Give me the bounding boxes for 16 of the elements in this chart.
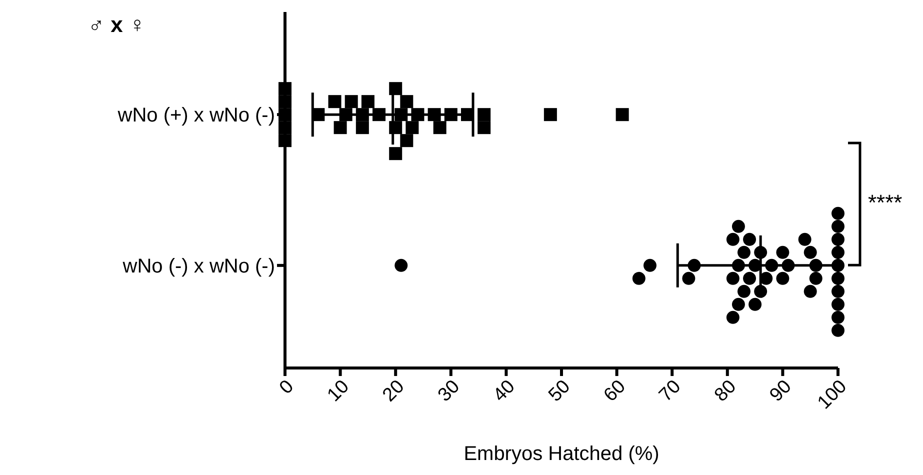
text: **** xyxy=(868,190,902,216)
x-tick-label: 90 xyxy=(766,376,796,406)
text: ♂ x ♀ xyxy=(88,12,146,38)
x-tick-label: 20 xyxy=(378,376,409,406)
x-tick-label: 50 xyxy=(544,376,575,406)
x-tick-label: 40 xyxy=(489,376,520,406)
x-axis-title: Embryos Hatched (%) xyxy=(464,443,660,465)
x-tick-label: 80 xyxy=(710,376,740,406)
y-tick-label: wNo (-) x wNo (-) xyxy=(122,256,275,278)
y-tick-label: wNo (+) x wNo (-) xyxy=(116,104,275,127)
x-tick-label: 70 xyxy=(655,376,686,406)
x-tick-label: 0 xyxy=(276,376,298,399)
x-tick-label: 30 xyxy=(434,376,464,406)
x-tick-label: 100 xyxy=(814,376,852,414)
x-tick-label: 10 xyxy=(324,376,354,406)
x-tick-label: 60 xyxy=(600,376,630,406)
